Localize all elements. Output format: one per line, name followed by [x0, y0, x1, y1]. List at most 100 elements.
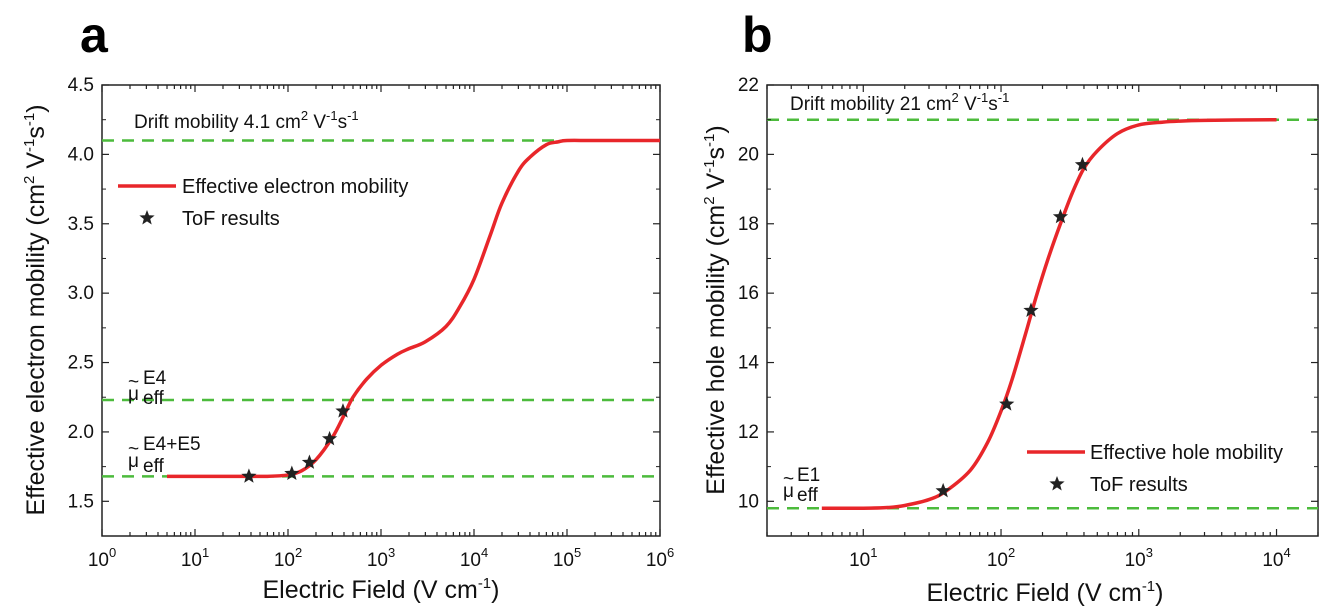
panel-b-y-tick-label: 14 — [738, 353, 760, 374]
panel-b-tof-point — [999, 396, 1015, 411]
tick-base: 10 — [1262, 550, 1283, 571]
tick-base: 10 — [88, 550, 109, 571]
panel-a-y-tick-label: 4.5 — [68, 75, 94, 96]
panel-a-drift-sup3: -1 — [347, 108, 359, 123]
tick-exponent: 1 — [202, 545, 209, 560]
panel-a-ylabel-end: ) — [22, 104, 50, 112]
tick-exponent: 6 — [667, 545, 674, 560]
panel-letter-b: b — [742, 7, 773, 63]
panel-b-y-tick-label: 12 — [738, 422, 759, 443]
tick-base: 10 — [367, 550, 388, 571]
panel-a-mu-e4-sup: E4 — [143, 368, 167, 389]
tick-base: 10 — [553, 550, 574, 571]
panel-a-y-tick-label: 2.0 — [68, 422, 94, 443]
panel-b-ylabel-mid2: s — [702, 147, 730, 160]
panel-a-tof-point — [241, 468, 257, 483]
panel-a-y-tick-label: 1.5 — [68, 491, 94, 512]
tick-exponent: 3 — [1146, 545, 1153, 560]
panel-b-drift-mid: V — [959, 94, 977, 115]
panel-a-mu-e4-tilde: ~ — [128, 372, 139, 393]
panel-b-y-axis-label: Effective hole mobility (cm2 V-1s-1) — [701, 125, 730, 494]
panel-b-y-tick-label: 22 — [738, 75, 759, 96]
tick-exponent: 2 — [1008, 545, 1015, 560]
panel-a-mu-e4-symbol: μ — [128, 384, 139, 405]
panel-a-mu-e4-sub: eff — [143, 388, 165, 409]
panel-a-tof-point — [321, 430, 338, 446]
panel-b-mu-e1-sub: eff — [797, 485, 819, 506]
panel-a-xlabel-part1: Electric Field (V cm — [263, 576, 478, 604]
panel-b-x-ticks: 101 102 103 104 — [766, 85, 1319, 571]
tick-base: 10 — [274, 550, 295, 571]
panel-b-legend: Effective hole mobility ToF results — [1027, 442, 1283, 496]
panel-a-mu-e4e5-sub: eff — [143, 456, 165, 477]
panel-b-tof-point — [935, 482, 951, 498]
panel-a-drift-mid: V — [308, 112, 326, 133]
panel-b-drift-annotation: Drift mobility 21 cm2 V-1s-1 — [790, 90, 1009, 115]
panel-a-ylabel-part1: Effective electron mobility (cm — [22, 184, 50, 516]
panel-a-ylabel-mid: V — [22, 152, 50, 176]
panel-a-x-tick-label: 101 — [181, 545, 209, 571]
panel-b-x-tick-label: 101 — [849, 545, 877, 571]
panel-b-x-axis-label: Electric Field (V cm-1) — [927, 578, 1164, 607]
panel-b-mu-e1-symbol: μ — [783, 481, 794, 502]
panel-b-ylabel-sup1: 2 — [701, 196, 718, 204]
tick-exponent: 4 — [481, 545, 488, 560]
panel-a-x-axis-label: Electric Field (V cm-1) — [263, 575, 500, 604]
panel-b-drift-sup2: -1 — [977, 90, 989, 105]
panel-a-x-ticks: 100 101 102 103 104 105 106 — [88, 85, 674, 571]
tick-base: 10 — [460, 550, 481, 571]
panel-a-tof-point — [284, 465, 300, 481]
panel-b-mu-e1-tilde: ~ — [783, 469, 794, 490]
tick-base: 10 — [646, 550, 667, 571]
panel-b-drift-sup1: 2 — [952, 90, 959, 105]
panel-b-series — [821, 117, 1277, 511]
tick-base: 10 — [849, 550, 870, 571]
panel-a-x-tick-label: 106 — [646, 545, 674, 571]
panel-b-ylabel-end: ) — [702, 125, 730, 133]
panel-a-ylabel-sup1: 2 — [21, 176, 38, 184]
panel-a-ylabel-sup3: -1 — [21, 113, 38, 126]
panel-b-xlabel-part1: Electric Field (V cm — [927, 579, 1142, 607]
panel-a-tof-point — [335, 403, 351, 418]
panel-a-xlabel-end: ) — [491, 576, 499, 604]
panel-b-x-tick-label: 102 — [987, 545, 1015, 571]
tick-exponent: 3 — [388, 545, 395, 560]
panel-a-mu-e4e5-sup: E4+E5 — [143, 434, 201, 455]
panel-b-mu-e1-sup: E1 — [797, 465, 820, 486]
panel-b-y-tick-label: 18 — [738, 214, 759, 235]
panel-b-x-tick-label: 104 — [1262, 545, 1290, 571]
panel-b-y-tick-label: 10 — [738, 491, 759, 512]
panel-a-x-tick-label: 100 — [88, 545, 116, 571]
panel-a-x-tick-label: 104 — [460, 545, 488, 571]
tick-base: 10 — [1125, 550, 1146, 571]
panel-b-xlabel-sup: -1 — [1142, 578, 1155, 595]
panel-a-series — [166, 138, 660, 483]
panel-b-frame — [766, 84, 1319, 537]
panel-b-legend-line-label: Effective hole mobility — [1090, 442, 1283, 464]
panel-b-tof-point — [1023, 302, 1039, 317]
panel-a-y-tick-label: 4.0 — [68, 144, 94, 165]
panel-b-legend-star-label: ToF results — [1090, 474, 1188, 496]
panel-a-ylabel-mid2: s — [22, 126, 50, 139]
panel-a-frame — [101, 84, 661, 537]
tick-exponent: 1 — [870, 545, 877, 560]
panel-b-tof-point — [1074, 156, 1091, 172]
panel-a-mu-e4e5-tilde: ~ — [128, 439, 139, 460]
panel-b-y-tick-label: 16 — [738, 283, 759, 304]
panel-a-ylabel-sup2: -1 — [21, 139, 38, 152]
panel-a-y-ticks: 1.5 2.0 2.5 3.0 3.5 4.0 4.5 — [68, 75, 660, 512]
panel-a-y-tick-label: 2.5 — [68, 353, 94, 374]
panel-b-tof-point — [1052, 208, 1069, 224]
panel-a-legend-star-swatch — [139, 210, 155, 225]
panel-b-y-tick-label: 20 — [738, 144, 759, 165]
panel-a-y-tick-label: 3.0 — [68, 283, 94, 304]
tick-base: 10 — [181, 550, 202, 571]
panel-b-ylabel-part1: Effective hole mobility (cm — [702, 205, 730, 495]
panel-a-drift-mid2: s — [338, 112, 348, 133]
panel-b-xlabel-end: ) — [1155, 579, 1163, 607]
tick-exponent: 0 — [109, 545, 116, 560]
panel-a-drift-annotation: Drift mobility 4.1 cm2 V-1s-1 — [134, 108, 359, 133]
tick-exponent: 4 — [1283, 545, 1290, 560]
